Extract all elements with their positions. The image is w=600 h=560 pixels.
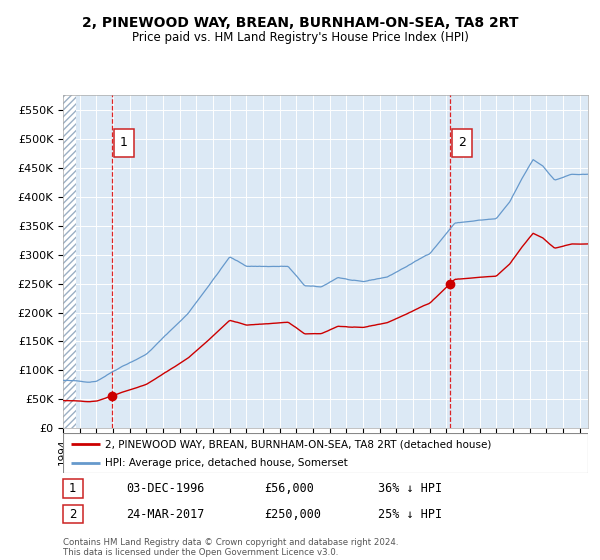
Text: 2: 2	[458, 136, 466, 149]
Text: 2, PINEWOOD WAY, BREAN, BURNHAM-ON-SEA, TA8 2RT (detached house): 2, PINEWOOD WAY, BREAN, BURNHAM-ON-SEA, …	[105, 439, 491, 449]
Text: 2, PINEWOOD WAY, BREAN, BURNHAM-ON-SEA, TA8 2RT: 2, PINEWOOD WAY, BREAN, BURNHAM-ON-SEA, …	[82, 16, 518, 30]
Text: 2: 2	[69, 507, 77, 521]
FancyBboxPatch shape	[114, 129, 134, 157]
Text: 25% ↓ HPI: 25% ↓ HPI	[378, 507, 442, 521]
Text: 1: 1	[69, 482, 77, 495]
Bar	[63, 95, 76, 428]
Text: 24-MAR-2017: 24-MAR-2017	[126, 507, 205, 521]
Text: Contains HM Land Registry data © Crown copyright and database right 2024.
This d: Contains HM Land Registry data © Crown c…	[63, 538, 398, 557]
Text: 1: 1	[120, 136, 128, 149]
Text: 03-DEC-1996: 03-DEC-1996	[126, 482, 205, 495]
FancyBboxPatch shape	[63, 433, 588, 473]
Text: 36% ↓ HPI: 36% ↓ HPI	[378, 482, 442, 495]
Text: £56,000: £56,000	[264, 482, 314, 495]
Text: £250,000: £250,000	[264, 507, 321, 521]
Text: HPI: Average price, detached house, Somerset: HPI: Average price, detached house, Some…	[105, 458, 348, 468]
FancyBboxPatch shape	[452, 129, 472, 157]
Text: Price paid vs. HM Land Registry's House Price Index (HPI): Price paid vs. HM Land Registry's House …	[131, 31, 469, 44]
